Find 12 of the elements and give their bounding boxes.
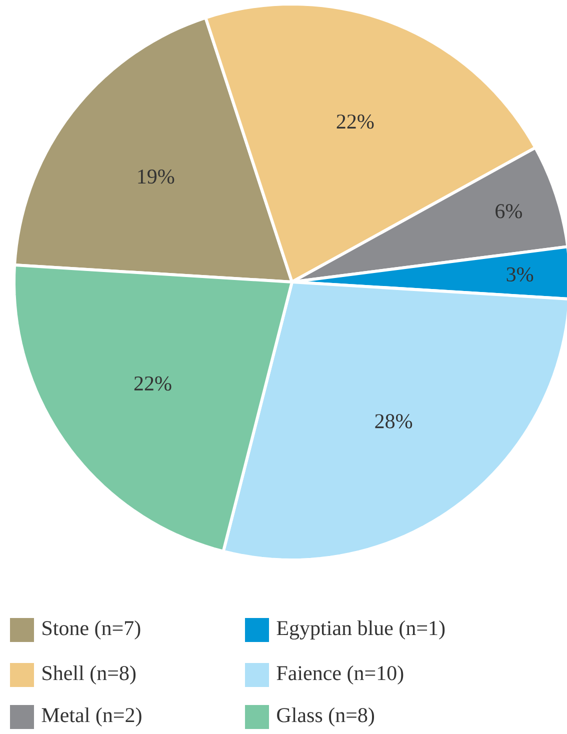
- legend-label: Stone (n=7): [42, 620, 140, 640]
- data-label: 22%: [134, 376, 172, 391]
- legend-label: Shell (n=8): [42, 665, 136, 685]
- data-label: 22%: [336, 114, 374, 129]
- legend-label: Egyptian blue (n=1): [276, 620, 445, 640]
- legend-label: Faience (n=10): [276, 665, 404, 685]
- data-label: 28%: [375, 414, 412, 428]
- legend-label: Glass (n=8): [277, 707, 374, 727]
- legend-label: Metal (n=2): [42, 707, 142, 727]
- data-label: 3%: [506, 267, 534, 282]
- data-label: 19%: [138, 169, 174, 184]
- data-label: 6%: [496, 204, 522, 218]
